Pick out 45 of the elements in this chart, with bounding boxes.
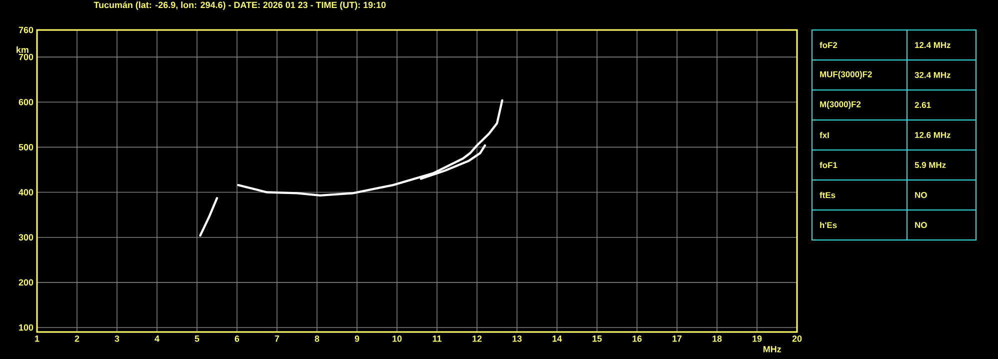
y-tick-label: 600 bbox=[18, 98, 34, 106]
category-label: h'Es bbox=[820, 222, 837, 228]
x-tick-label: 20 bbox=[792, 336, 802, 342]
category-label: M(3000)F2 bbox=[820, 101, 861, 109]
x-tick-label: 4 bbox=[154, 336, 160, 342]
category-label: foF1 bbox=[820, 162, 838, 168]
x-tick-label: 7 bbox=[274, 336, 280, 342]
x-tick-label: 1 bbox=[35, 336, 40, 342]
x-tick-label: 17 bbox=[672, 336, 682, 342]
x-tick-label: 10 bbox=[392, 336, 402, 342]
x-tick-label: 9 bbox=[354, 336, 360, 342]
y-tick-label: 200 bbox=[18, 279, 34, 286]
text: 32.4 MHz bbox=[914, 72, 950, 78]
y-axis-title: km bbox=[16, 46, 28, 53]
y-tick-label: 500 bbox=[18, 144, 34, 150]
text: 12.6 MHz bbox=[915, 132, 950, 138]
text: NO bbox=[915, 222, 927, 228]
y-tick-label: 100 bbox=[19, 324, 34, 331]
text: 5.9 MHz bbox=[914, 162, 946, 168]
x-tick-label: 13 bbox=[512, 336, 522, 342]
y-tick-label: 700 bbox=[18, 54, 34, 60]
x-tick-label: 5 bbox=[194, 336, 200, 342]
text: 2.61 bbox=[914, 102, 931, 108]
chart-title: Tucumán (lat: -26.9, lon: 294.6) - DATE: 2026 01 23 - TIME (UT): 19:10 bbox=[94, 1, 386, 10]
x-tick-label: 18 bbox=[712, 336, 722, 342]
x-tick-label: 12 bbox=[472, 336, 482, 342]
text: NO bbox=[915, 192, 927, 198]
category-label: foF2 bbox=[820, 42, 838, 48]
x-tick-label: 6 bbox=[234, 336, 240, 342]
category-label: MUF(3000)F2 bbox=[820, 71, 872, 79]
x-tick-label: 15 bbox=[592, 336, 602, 342]
x-tick-label: 14 bbox=[552, 336, 562, 342]
x-tick-label: 2 bbox=[74, 336, 80, 342]
x-tick-label: 8 bbox=[314, 336, 320, 342]
category-label: fxI bbox=[820, 132, 829, 138]
text: 12.4 MHz bbox=[915, 42, 950, 48]
x-tick-label: 16 bbox=[632, 336, 642, 342]
x-tick-label: 3 bbox=[114, 336, 120, 342]
y-tick-label: 760 bbox=[18, 26, 34, 34]
category-label: ftEs bbox=[820, 192, 836, 198]
x-tick-label: 19 bbox=[752, 336, 762, 342]
y-tick-label: 300 bbox=[18, 234, 34, 241]
x-tick-label: 11 bbox=[432, 336, 442, 342]
y-tick-label: 400 bbox=[18, 189, 34, 196]
x-axis-title: MHz bbox=[763, 346, 781, 352]
